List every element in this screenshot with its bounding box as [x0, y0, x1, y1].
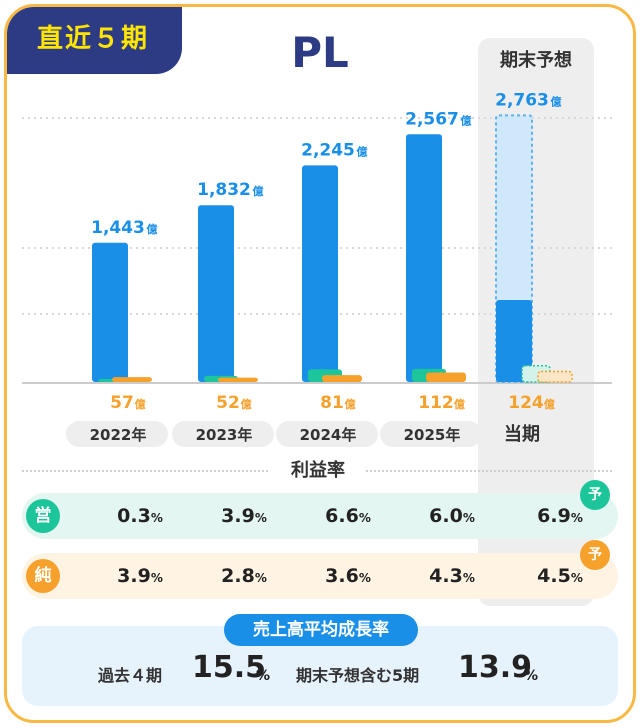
growth-incl-pct: %: [524, 668, 539, 684]
growth-past-pct: %: [256, 668, 271, 684]
growth-incl-value: 13.9: [458, 650, 533, 685]
category-label-2: 2024年: [300, 426, 357, 444]
revenue-label-4: 2,763: [495, 90, 549, 110]
net-unit-4: 億: [544, 397, 555, 411]
net-unit-0: 億: [135, 397, 146, 411]
category-label-0: 2022年: [90, 426, 147, 444]
category-pill-0: [66, 421, 168, 447]
category-label-3: 2025年: [404, 426, 461, 444]
net-bar-0: [112, 377, 152, 382]
net-bar-2: [322, 375, 362, 382]
net-label-0: 57: [110, 393, 134, 413]
revenue-bar-1: [198, 205, 234, 382]
net-icon: 純: [26, 559, 60, 593]
revenue-unit-2: 億: [357, 144, 368, 158]
forecast-mark-operating: 予: [580, 480, 610, 510]
operating-margin-row: 営 0.3% 3.9% 6.6% 6.0% 6.9%: [22, 493, 618, 539]
net-margin-0: 3.9%: [117, 565, 163, 587]
revenue-label-3: 2,567: [405, 109, 459, 129]
net-unit-2: 億: [345, 397, 356, 411]
operating-margin-2: 6.6%: [325, 505, 371, 527]
revenue-unit-0: 億: [147, 222, 158, 236]
period-badge: 直近５期: [7, 7, 182, 74]
operating-margin-4: 6.9%: [537, 505, 583, 527]
revenue-label-0: 1,443: [91, 218, 145, 238]
net-bar-forecast: [537, 370, 573, 383]
net-margin-1: 2.8%: [221, 565, 267, 587]
net-margin-row: 純 3.9% 2.8% 3.6% 4.3% 4.5%: [22, 553, 618, 599]
revenue-label-1: 1,832: [197, 180, 251, 200]
revenue-label-2: 2,245: [301, 140, 355, 160]
operating-margin-3: 6.0%: [429, 505, 475, 527]
net-label-2: 81: [320, 393, 344, 413]
chart-title: PL: [291, 28, 349, 77]
net-bar-3: [426, 372, 466, 382]
net-unit-3: 億: [454, 397, 465, 411]
net-label-4: 124: [508, 393, 544, 413]
net-label-3: 112: [418, 393, 454, 413]
operating-margin-1: 3.9%: [221, 505, 267, 527]
operating-icon: 営: [26, 499, 60, 533]
category-pill-2: [276, 421, 378, 447]
category-pill-3: [380, 421, 482, 447]
growth-incl-label: 期末予想含む5期: [296, 666, 420, 685]
revenue-bar-2: [302, 165, 338, 382]
category-pill-1: [172, 421, 274, 447]
revenue-unit-4: 億: [551, 94, 562, 108]
forecast-label: 期末予想: [500, 50, 572, 71]
net-margin-2: 3.6%: [325, 565, 371, 587]
growth-past-value: 15.5: [192, 650, 267, 685]
net-unit-1: 億: [241, 397, 252, 411]
revenue-bar-3: [406, 134, 442, 382]
growth-title: 売上高平均成長率: [224, 614, 418, 646]
profit-rate-title: 利益率: [270, 458, 366, 484]
category-label-1: 2023年: [196, 426, 253, 444]
category-label-4: 当期: [504, 423, 540, 445]
revenue-bar-0: [92, 242, 128, 382]
net-label-1: 52: [216, 393, 240, 413]
revenue-unit-1: 億: [253, 184, 264, 198]
operating-margin-0: 0.3%: [117, 505, 163, 527]
net-bar-1: [218, 377, 258, 382]
growth-past-label: 過去４期: [98, 666, 163, 685]
period-badge-label: 直近５期: [36, 24, 149, 54]
revenue-bar-actual-current: [496, 299, 532, 382]
revenue-unit-3: 億: [461, 113, 472, 127]
net-margin-4: 4.5%: [537, 565, 583, 587]
net-margin-3: 4.3%: [429, 565, 475, 587]
forecast-mark-net: 予: [580, 540, 610, 570]
